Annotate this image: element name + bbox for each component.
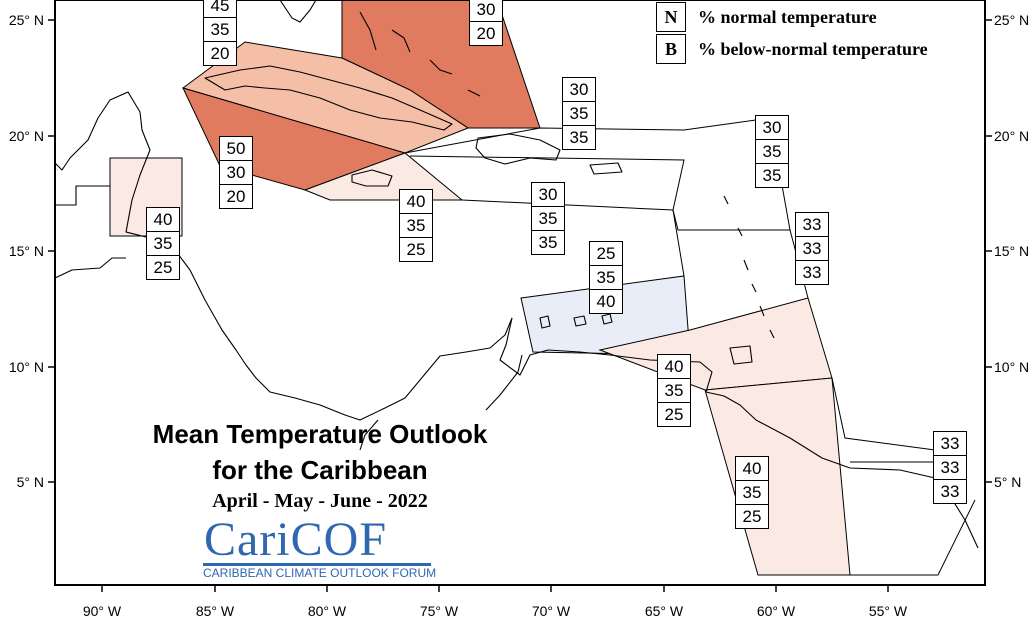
forecast-abc-islands: 25 35 40 [589, 241, 623, 314]
forecast-bahamas: 30 20 [469, 0, 503, 46]
longitude-axis: 90° W 85° W 80° W 75° W 70° W 65° W 60° W 55° W [83, 585, 908, 619]
value-normal: 33 [933, 455, 967, 480]
value-below: 33 [933, 479, 967, 504]
forecast-puerto-rico: 30 35 35 [562, 77, 596, 150]
value-above: 30 [562, 77, 596, 102]
forecast-guyana: 40 35 25 [735, 456, 769, 529]
value-above: 40 [657, 354, 691, 379]
lat-tick-label: 25° N [994, 12, 1029, 28]
caricof-logo: CariCOF [204, 513, 388, 566]
value-normal: 35 [146, 231, 180, 256]
value-above: 45 [203, 0, 237, 18]
forecast-windward-islands: 33 33 33 [795, 212, 829, 285]
value-normal: 35 [399, 213, 433, 238]
forecast-hispaniola: 30 35 35 [531, 182, 565, 255]
lon-tick-label: 70° W [532, 603, 571, 619]
lon-tick-label: 85° W [196, 603, 235, 619]
forecast-trinidad: 40 35 25 [657, 354, 691, 427]
lon-tick-label: 65° W [645, 603, 684, 619]
lat-tick-label: 5° N [994, 474, 1021, 490]
value-above: 33 [933, 431, 967, 456]
lat-tick-label: 10° N [9, 359, 44, 375]
lon-tick-label: 55° W [869, 603, 908, 619]
legend-item-below: B % below-normal temperature [656, 34, 928, 64]
forecast-period: April - May - June - 2022 [212, 490, 428, 512]
forecast-suriname: 33 33 33 [933, 431, 967, 504]
caricof-logo-subtitle: CARIBBEAN CLIMATE OUTLOOK FORUM [203, 566, 437, 580]
value-above: 40 [399, 189, 433, 214]
zone-guyana [704, 377, 851, 576]
value-normal: 30 [219, 160, 253, 185]
lat-tick-label: 20° N [9, 128, 44, 144]
value-below: 25 [735, 504, 769, 529]
lat-tick-label: 20° N [994, 128, 1029, 144]
value-below: 40 [589, 289, 623, 314]
forecast-belize: 40 35 25 [146, 207, 180, 280]
value-below: 35 [562, 125, 596, 150]
value-below: 20 [219, 184, 253, 209]
value-normal: 35 [562, 101, 596, 126]
legend-symbol-n: N [656, 2, 686, 32]
lat-tick-label: 15° N [994, 243, 1029, 259]
map-frame [54, 0, 986, 586]
value-above: 40 [735, 456, 769, 481]
coastlines [54, 0, 979, 549]
value-above: 30 [531, 182, 565, 207]
value-normal: 35 [735, 480, 769, 505]
map-title-line2: for the Caribbean [212, 455, 428, 485]
lon-tick-label: 60° W [757, 603, 796, 619]
lon-tick-label: 90° W [83, 603, 122, 619]
value-normal: 35 [531, 206, 565, 231]
value-normal: 35 [755, 139, 789, 164]
value-normal: 30 [469, 0, 503, 22]
value-below: 35 [531, 230, 565, 255]
value-above: 50 [219, 136, 253, 161]
latitude-axis-left: 25° N 20° N 15° N 10° N 5° N [9, 12, 55, 490]
value-normal: 35 [203, 17, 237, 42]
forecast-leeward-islands: 30 35 35 [755, 115, 789, 188]
legend-text-normal: % normal temperature [698, 6, 877, 27]
forecast-jamaica: 40 35 25 [399, 189, 433, 262]
legend-item-normal: N % normal temperature [656, 2, 877, 32]
value-below: 20 [469, 21, 503, 46]
lat-tick-label: 5° N [17, 474, 44, 490]
value-normal: 33 [795, 236, 829, 261]
value-below: 35 [755, 163, 789, 188]
value-below: 25 [146, 255, 180, 280]
value-above: 25 [589, 241, 623, 266]
lon-tick-label: 80° W [308, 603, 347, 619]
logo-band [203, 563, 431, 566]
value-normal: 35 [589, 265, 623, 290]
lat-tick-label: 15° N [9, 243, 44, 259]
value-below: 20 [203, 41, 237, 66]
value-below: 25 [657, 402, 691, 427]
lon-tick-label: 75° W [420, 603, 459, 619]
value-above: 33 [795, 212, 829, 237]
value-normal: 35 [657, 378, 691, 403]
map-title-line1: Mean Temperature Outlook [152, 419, 488, 449]
lat-tick-label: 10° N [994, 359, 1029, 375]
value-below: 25 [399, 237, 433, 262]
value-below: 33 [795, 260, 829, 285]
forecast-western-caribbean: 50 30 20 [219, 136, 253, 209]
lat-tick-label: 25° N [9, 12, 44, 28]
value-above: 30 [755, 115, 789, 140]
latitude-axis-right: 25° N 20° N 15° N 10° N 5° N [985, 12, 1029, 490]
legend-text-below: % below-normal temperature [698, 38, 928, 59]
legend-symbol-b: B [656, 34, 686, 64]
forecast-cuba: 45 35 20 [203, 0, 237, 66]
value-above: 40 [146, 207, 180, 232]
